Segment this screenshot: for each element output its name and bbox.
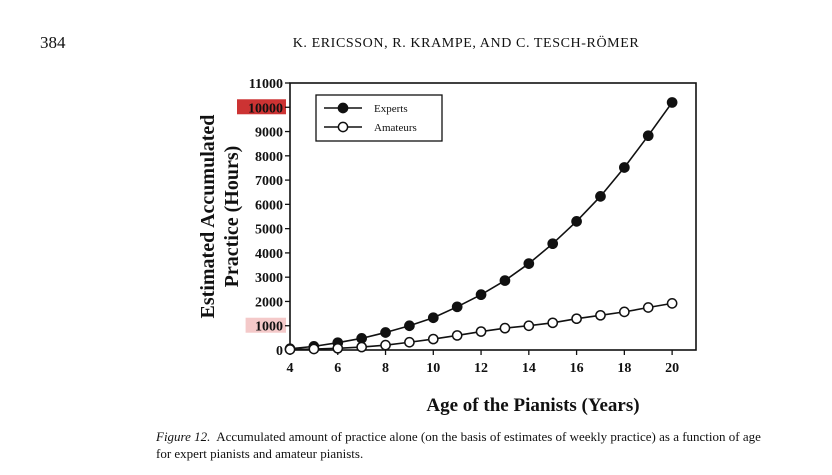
y-tick-label: 10000 <box>248 101 283 116</box>
legend: Experts Amateurs <box>315 94 443 142</box>
y-tick-label: 3000 <box>255 271 283 286</box>
experts-point <box>619 162 630 173</box>
figure-label: Figure 12. <box>156 429 211 444</box>
running-head: K. ERICSSON, R. KRAMPE, AND C. TESCH-RÖM… <box>0 36 832 52</box>
y-tick-label: 4000 <box>255 247 283 262</box>
x-tick-label: 4 <box>287 361 294 376</box>
amateurs-point <box>308 343 320 355</box>
amateurs-point <box>284 344 296 355</box>
x-tick-label: 16 <box>570 361 584 376</box>
x-tick-label: 20 <box>665 361 679 376</box>
amateurs-point <box>404 336 415 348</box>
amateurs-point <box>619 306 630 318</box>
x-tick-label: 10 <box>426 361 440 376</box>
amateurs-point <box>523 320 535 332</box>
y-tick-highlight <box>237 99 286 115</box>
x-tick-label: 6 <box>334 361 341 376</box>
y-tick-label: 11000 <box>249 77 283 92</box>
legend-box <box>315 94 443 142</box>
amateurs-point <box>547 317 559 329</box>
experts-point <box>451 301 463 313</box>
figure-caption-text: Accumulated amount of practice alone (on… <box>156 429 761 461</box>
experts-point <box>523 258 535 269</box>
amateurs-point <box>475 326 487 337</box>
y-tick-label: 6000 <box>255 198 283 213</box>
legend-label-experts: Experts <box>374 103 408 115</box>
y-axis-label-line-1: Estimated Accumulated <box>197 115 219 319</box>
legend-label-amateurs: Amateurs <box>374 122 417 134</box>
legend-marker-experts <box>337 102 349 114</box>
y-tick-label: 8000 <box>255 150 283 165</box>
experts-point <box>547 238 559 250</box>
experts-point <box>475 289 487 301</box>
amateurs-point <box>451 330 463 341</box>
amateurs-point <box>642 302 654 313</box>
amateurs-point <box>332 342 344 354</box>
experts-point <box>380 327 391 338</box>
practice-chart: 0 1000 2000 3000 4000 5000 6000 7000 8000 9000 100… <box>197 77 697 416</box>
amateurs-point <box>427 333 439 345</box>
experts-point <box>571 216 582 227</box>
y-tick-label: 2000 <box>255 295 283 310</box>
figure-caption: Figure 12. Accumulated amount of practic… <box>156 428 776 462</box>
experts-point <box>595 191 606 202</box>
y-tick-label: 7000 <box>255 174 283 189</box>
legend-marker-amateurs <box>337 121 349 133</box>
experts-point <box>642 130 654 142</box>
amateurs-point <box>356 341 367 353</box>
y-axis-label-line-2: Practice (Hours) <box>221 146 243 288</box>
page-number: 384 <box>40 33 66 52</box>
y-tick-label: 1000 <box>255 320 283 335</box>
experts-point <box>356 332 367 344</box>
plot-frame <box>289 82 697 351</box>
experts-point <box>427 312 439 324</box>
x-tick-label: 8 <box>382 361 389 376</box>
x-axis-ticks: 4 6 8 10 12 14 16 18 20 <box>287 350 679 376</box>
x-tick-label: 14 <box>522 361 536 376</box>
x-tick-label: 18 <box>617 361 631 376</box>
y-axis-ticks: 0 1000 2000 3000 4000 5000 6000 7000 8000 9000 100… <box>237 77 290 359</box>
y-tick-label: 0 <box>276 344 283 359</box>
running-head-text: K. ERICSSON, R. KRAMPE, AND C. TESCH-RÖM… <box>292 36 640 51</box>
amateurs-point <box>499 322 511 334</box>
y-tick-label: 5000 <box>255 223 283 238</box>
amateurs-point <box>380 339 391 351</box>
amateurs-point <box>571 313 582 325</box>
series-layer <box>284 97 678 355</box>
x-axis-label: Age of the Pianists (Years) <box>426 395 639 416</box>
experts-point <box>499 275 511 286</box>
x-tick-label: 12 <box>474 361 488 376</box>
y-tick-label: 9000 <box>255 126 283 141</box>
experts-point <box>666 97 678 108</box>
experts-point <box>404 320 415 332</box>
y-tick-highlight <box>245 317 286 333</box>
amateurs-point <box>666 298 678 309</box>
amateurs-point <box>595 309 606 321</box>
